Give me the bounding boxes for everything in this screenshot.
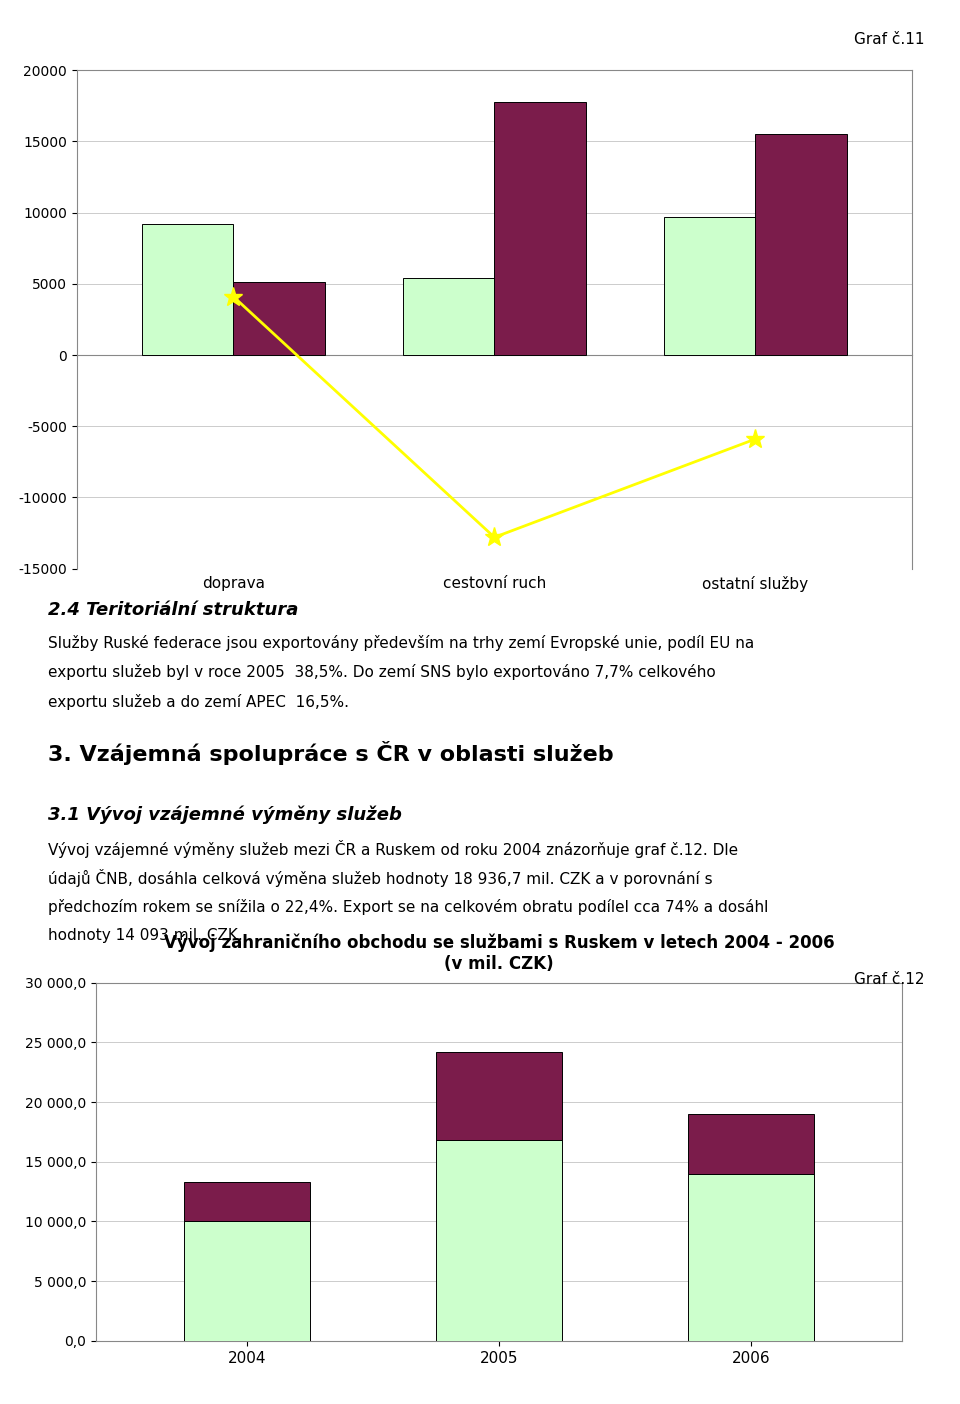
Text: Služby Ruské federace jsou exportovány především na trhy zemí Evropské unie, pod: Služby Ruské federace jsou exportovány p…	[48, 635, 755, 650]
Text: doprava: doprava	[202, 576, 265, 591]
Bar	[688, 1115, 814, 1174]
Bar	[403, 278, 494, 355]
Text: Graf č.12: Graf č.12	[854, 972, 924, 987]
Bar	[184, 1182, 310, 1221]
Text: 3.1 Vývoj vzájemné výměny služeb: 3.1 Vývoj vzájemné výměny služeb	[48, 806, 402, 824]
Text: Vývoj vzájemné výměny služeb mezi ČR a Ruskem od roku 2004 znázorňuje graf č.12.: Vývoj vzájemné výměny služeb mezi ČR a R…	[48, 840, 738, 858]
Text: údajů ČNB, dosáhla celková výměna služeb hodnoty 18 936,7 mil. CZK a v porovnání: údajů ČNB, dosáhla celková výměna služeb…	[48, 869, 712, 887]
Bar	[142, 225, 233, 355]
Bar	[664, 216, 756, 355]
Text: ostatní služby: ostatní služby	[703, 576, 808, 591]
Text: Graf č.11: Graf č.11	[854, 32, 924, 48]
Bar	[436, 1052, 563, 1140]
Text: 2.4 Teritoriální struktura: 2.4 Teritoriální struktura	[48, 601, 299, 619]
Bar	[494, 101, 586, 355]
Title: Vývoj zahraničního obchodu se službami s Ruskem v letech 2004 - 2006
(v mil. CZK: Vývoj zahraničního obchodu se službami s…	[164, 934, 834, 973]
Text: exportu služeb byl v roce 2005  38,5%. Do zemí SNS bylo exportováno 7,7% celkové: exportu služeb byl v roce 2005 38,5%. Do…	[48, 664, 716, 680]
Bar	[436, 1140, 563, 1341]
Text: exportu služeb a do zemí APEC  16,5%.: exportu služeb a do zemí APEC 16,5%.	[48, 694, 349, 709]
Bar	[233, 282, 324, 355]
Text: 3. Vzájemná spolupráce s ČR v oblasti služeb: 3. Vzájemná spolupráce s ČR v oblasti sl…	[48, 741, 613, 765]
Text: cestovní ruch: cestovní ruch	[443, 576, 546, 591]
Bar	[184, 1221, 310, 1341]
Text: předchozím rokem se snížila o 22,4%. Export se na celkovém obratu podílel cca 74: předchozím rokem se snížila o 22,4%. Exp…	[48, 899, 768, 914]
Text: hodnoty 14 093 mil. CZK.: hodnoty 14 093 mil. CZK.	[48, 928, 243, 943]
Bar	[756, 135, 847, 355]
Bar	[688, 1174, 814, 1341]
